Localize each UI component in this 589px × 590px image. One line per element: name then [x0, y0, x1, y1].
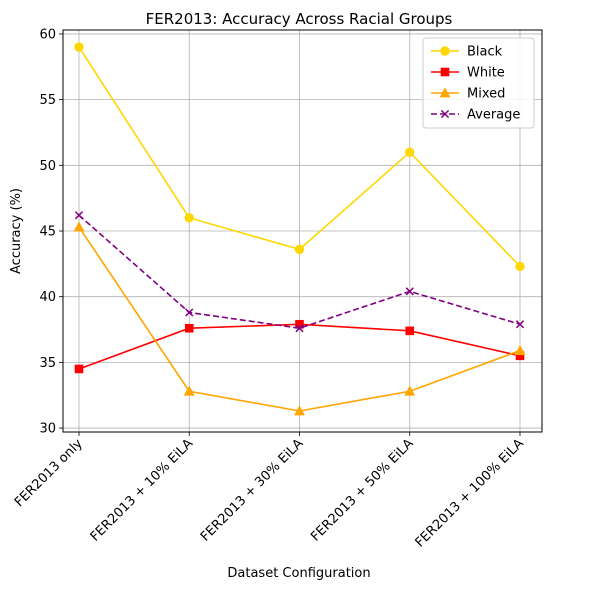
- legend-marker: [440, 109, 450, 119]
- legend-label: Black: [467, 45, 503, 60]
- legend-marker: [440, 67, 450, 77]
- data-point-mixed: [183, 385, 195, 396]
- x-tick-label: FER2013 only: [12, 436, 86, 510]
- legend: Black White Mixed Average: [422, 37, 535, 129]
- legend-item-mixed: Mixed: [431, 87, 505, 102]
- data-point-mixed: [294, 405, 305, 416]
- y-tick-label: 60: [39, 27, 56, 42]
- y-tick-label: 30: [39, 422, 56, 437]
- legend-item-white: White: [431, 66, 505, 81]
- x-tick-label: FER2013 + 30% EiLA: [198, 436, 306, 544]
- y-tick-label: 55: [39, 93, 56, 108]
- data-point-black: [515, 261, 525, 272]
- data-point-white: [74, 364, 84, 374]
- data-point-black: [294, 244, 305, 255]
- series-black: [74, 42, 525, 272]
- legend-marker: [439, 87, 451, 98]
- legend-label: White: [467, 66, 505, 81]
- data-point-mixed: [514, 344, 526, 355]
- legend-item-average: Average: [431, 108, 520, 123]
- x-tick-label: FER2013 + 100% EiLA: [413, 436, 527, 550]
- data-point-black: [405, 147, 415, 157]
- x-tick-label: FER2013 + 50% EiLA: [308, 436, 416, 544]
- legend-item-black: Black: [431, 45, 503, 60]
- data-point-average: [295, 324, 304, 333]
- x-axis-label: Dataset Configuration: [227, 566, 370, 581]
- y-axis-label: Accuracy (%): [9, 188, 24, 274]
- y-axis-ticks: 30 35 40 45 50 55 60: [39, 27, 63, 437]
- series-average: [74, 211, 525, 333]
- legend-box: [422, 37, 535, 129]
- data-point-average: [405, 287, 414, 296]
- y-tick-label: 50: [39, 159, 56, 174]
- series-white: [74, 319, 525, 374]
- chart-title: FER2013: Accuracy Across Racial Groups: [146, 10, 453, 28]
- data-point-average: [515, 320, 525, 329]
- y-tick-label: 45: [39, 225, 56, 240]
- data-point-black: [74, 42, 84, 52]
- series-layer: [73, 42, 526, 416]
- data-point-mixed: [404, 385, 416, 396]
- y-tick-label: 35: [39, 356, 56, 371]
- legend-label: Mixed: [467, 87, 505, 102]
- series-mixed: [73, 221, 526, 416]
- y-tick-label: 40: [39, 290, 56, 305]
- data-point-average: [185, 308, 194, 317]
- legend-label: Average: [467, 108, 520, 123]
- x-tick-label: FER2013 + 10% EiLA: [88, 436, 196, 544]
- data-point-average: [74, 211, 84, 220]
- data-point-white: [184, 323, 194, 333]
- x-axis-ticks: FER2013 only FER2013 + 10% EiLA FER2013 + …: [12, 432, 527, 550]
- legend-marker: [440, 46, 450, 56]
- data-point-mixed: [73, 221, 85, 232]
- data-point-black: [184, 213, 194, 223]
- data-point-white: [405, 326, 415, 336]
